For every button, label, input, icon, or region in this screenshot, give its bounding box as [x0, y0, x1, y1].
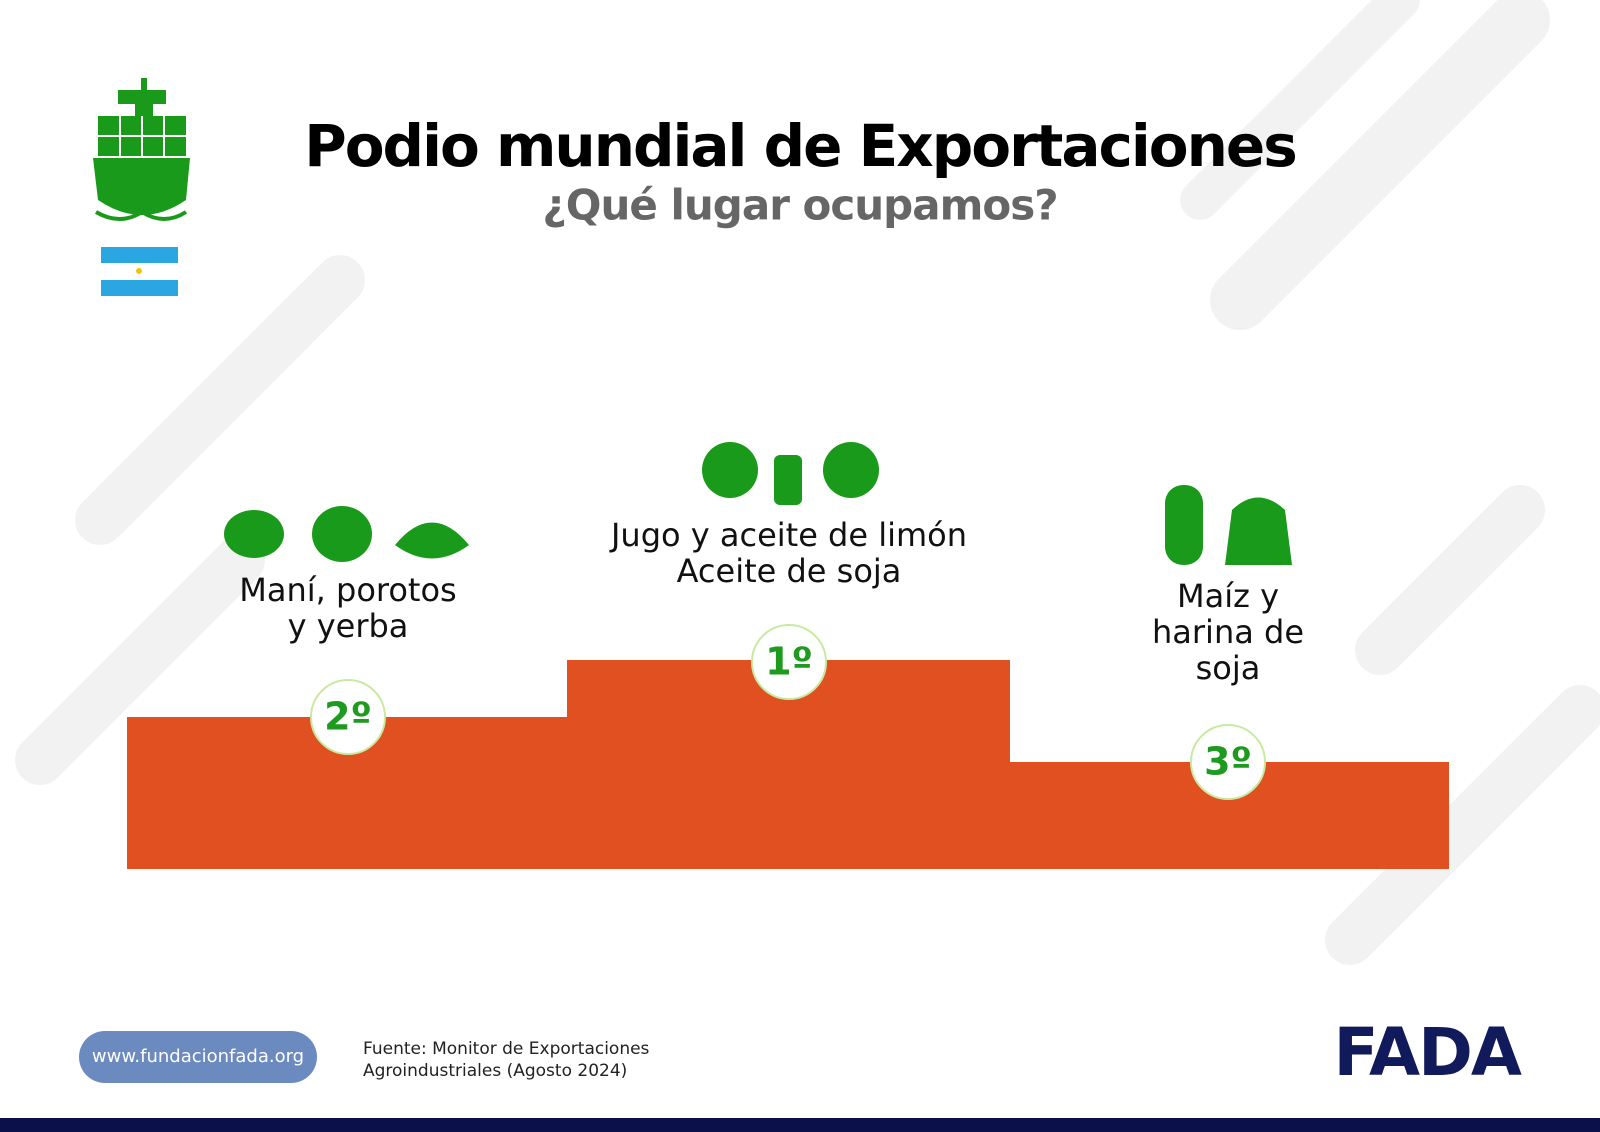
- rank-badge: [1190, 724, 1266, 800]
- rank: 3º: [1204, 740, 1252, 784]
- source-line: Fuente: Monitor de Exportaciones: [363, 1039, 650, 1059]
- subtitle: ¿Qué lugar ocupamos?: [542, 181, 1057, 230]
- title: Podio mundial de Exportaciones: [304, 112, 1296, 180]
- url: www.fundacionfada.org: [92, 1046, 304, 1067]
- argentina-flag: [101, 247, 178, 296]
- url-pill: [79, 1031, 317, 1083]
- product-line: y yerba: [288, 607, 409, 645]
- logo: FADA: [1334, 1014, 1522, 1091]
- rank-badge: [751, 624, 827, 700]
- product-line: harina de: [1152, 613, 1304, 651]
- rank: 1º: [765, 640, 813, 684]
- product-line: soja: [1196, 649, 1261, 687]
- product-icons: [224, 442, 1292, 565]
- ship-icon: [93, 78, 190, 221]
- source-line: Agroindustriales (Agosto 2024): [363, 1061, 627, 1081]
- product-line: Maní, porotos: [239, 571, 456, 609]
- product-line: Jugo y aceite de limón: [609, 516, 967, 554]
- background-decor: [15, 0, 1600, 965]
- product-line: Aceite de soja: [677, 552, 902, 590]
- product-line: Maíz y: [1177, 577, 1279, 615]
- rank-badge: [310, 679, 386, 755]
- bottom-bar: [0, 1118, 1600, 1132]
- rank: 2º: [324, 695, 372, 739]
